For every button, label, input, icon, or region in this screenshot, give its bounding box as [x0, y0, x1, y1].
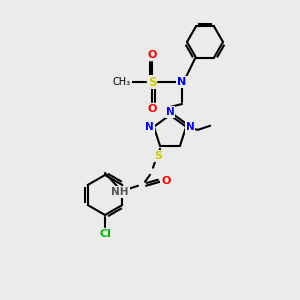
- Text: N: N: [166, 107, 174, 117]
- Text: S: S: [148, 76, 156, 88]
- Text: O: O: [161, 176, 171, 186]
- Text: S: S: [154, 151, 162, 161]
- Text: O: O: [147, 104, 157, 114]
- Text: CH₃: CH₃: [113, 77, 131, 87]
- Text: O: O: [147, 50, 157, 60]
- Text: NH: NH: [111, 187, 129, 197]
- Text: N: N: [186, 122, 194, 132]
- Text: N: N: [146, 122, 154, 132]
- Text: N: N: [177, 77, 187, 87]
- Text: Cl: Cl: [99, 229, 111, 239]
